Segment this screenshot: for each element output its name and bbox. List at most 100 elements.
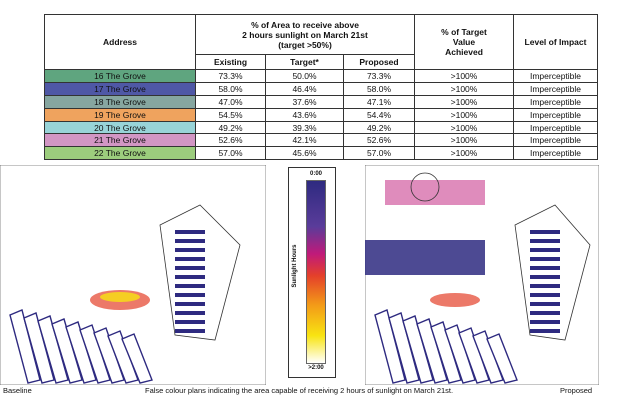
sunlight-legend: 0:00 Sunlight Hours >2:00 [288, 167, 336, 378]
table-row: 19 The Grove 54.5% 43.6% 54.4% >100% Impercep… [44, 107, 598, 122]
header-line: 2 hours sunlight on March 21st [242, 29, 368, 40]
impact-cell: Imperceptible [513, 81, 598, 96]
proposed-cell: 57.0% [343, 146, 415, 161]
proposed-cell: 73.3% [343, 69, 415, 83]
header-group: % of Area to receive above 2 hours sunlig… [195, 14, 415, 55]
proposed-cell: 49.2% [343, 120, 415, 135]
shadow-band [175, 257, 205, 261]
target-cell: 43.6% [265, 107, 344, 122]
building-footprint [121, 333, 153, 384]
pct-target-cell: >100% [414, 133, 514, 148]
caption-description: False colour plans indicating the area c… [145, 386, 454, 395]
shadow-band [530, 284, 560, 288]
legend-bottom-label: >2:00 [308, 365, 324, 371]
address-cell: 20 The Grove [44, 120, 196, 135]
impact-cell: Imperceptible [513, 120, 598, 135]
shadow-patch [365, 240, 485, 275]
header-pct-target: % of Target Value Achieved [414, 14, 514, 70]
header-line: % of Area to receive above [251, 19, 359, 30]
existing-cell: 73.3% [195, 69, 266, 83]
header-proposed: Proposed [343, 54, 415, 70]
legend-top-label: 0:00 [309, 171, 322, 177]
target-cell: 42.1% [265, 133, 344, 148]
shadow-band [530, 230, 560, 234]
building-footprint [416, 318, 448, 384]
target-cell: 50.0% [265, 69, 344, 83]
proposed-cell: 52.6% [343, 133, 415, 148]
existing-cell: 57.0% [195, 146, 266, 161]
caption-proposed: Proposed [560, 386, 593, 395]
pct-target-cell: >100% [414, 146, 514, 161]
shadow-band [530, 257, 560, 261]
shadow-patch [385, 180, 485, 205]
building-footprint [37, 315, 69, 384]
shadow-band [175, 311, 205, 315]
caption-baseline: Baseline [3, 386, 32, 395]
shadow-band [175, 230, 205, 234]
address-cell: 19 The Grove [44, 107, 196, 122]
header-line: Value [452, 37, 476, 47]
address-cell: 21 The Grove [44, 133, 196, 148]
shadow-patch [430, 293, 480, 307]
existing-cell: 54.5% [195, 107, 266, 122]
table-row: 21 The Grove 52.6% 42.1% 52.6% >100% Impercep… [44, 133, 598, 148]
shadow-band [530, 302, 560, 306]
shadow-band [530, 293, 560, 297]
header-existing: Existing [195, 54, 266, 70]
building-footprint [23, 312, 55, 384]
proposed-cell: 58.0% [343, 81, 415, 96]
target-cell: 45.6% [265, 146, 344, 161]
shadow-band [530, 266, 560, 270]
table-row: 18 The Grove 47.0% 37.6% 47.1% >100% Impercep… [44, 94, 598, 109]
shadow-band [175, 320, 205, 324]
baseline-sunlight-plan [0, 164, 267, 386]
building-footprint [410, 172, 440, 202]
existing-cell: 47.0% [195, 94, 266, 109]
building-footprint [444, 324, 476, 384]
shadow-band [530, 275, 560, 279]
shadow-band [530, 329, 560, 333]
legend-title: Sunlight Hours [292, 244, 298, 288]
building-footprint [79, 324, 111, 384]
table-row: 16 The Grove 73.3% 50.0% 73.3% >100% Impercep… [44, 69, 598, 83]
building-footprint [402, 315, 434, 384]
header-target: Target* [265, 54, 344, 70]
pct-target-cell: >100% [414, 120, 514, 135]
existing-cell: 58.0% [195, 81, 266, 96]
shadow-band [175, 302, 205, 306]
proposed-sunlight-plan [364, 164, 600, 386]
impact-cell: Imperceptible [513, 94, 598, 109]
pct-target-cell: >100% [414, 69, 514, 83]
impact-cell: Imperceptible [513, 146, 598, 161]
shadow-band [175, 248, 205, 252]
address-cell: 16 The Grove [44, 69, 196, 83]
existing-cell: 52.6% [195, 133, 266, 148]
table-row: 20 The Grove 49.2% 39.3% 49.2% >100% Impercep… [44, 120, 598, 135]
header-address: Address [44, 14, 196, 70]
pct-target-cell: >100% [414, 81, 514, 96]
sunlight-table: Address % of Area to receive above 2 hour… [44, 14, 598, 161]
shadow-band [175, 266, 205, 270]
shadow-band [530, 248, 560, 252]
building-footprint [458, 327, 490, 384]
building-footprint [388, 312, 420, 384]
target-cell: 39.3% [265, 120, 344, 135]
shadow-band [175, 293, 205, 297]
impact-cell: Imperceptible [513, 69, 598, 83]
building-footprint [107, 330, 139, 384]
proposed-cell: 54.4% [343, 107, 415, 122]
legend-color-bar [306, 180, 326, 364]
table-row: 22 The Grove 57.0% 45.6% 57.0% >100% Impercep… [44, 146, 598, 161]
table-row: 17 The Grove 58.0% 46.4% 58.0% >100% Impercep… [44, 81, 598, 96]
target-cell: 46.4% [265, 81, 344, 96]
shadow-band [530, 239, 560, 243]
shadow-band [175, 239, 205, 243]
building-footprint [430, 321, 462, 384]
header-line: % of Target [441, 27, 487, 37]
shadow-patch [100, 292, 140, 302]
building-footprint [93, 327, 125, 384]
address-cell: 18 The Grove [44, 94, 196, 109]
building-footprint [159, 204, 241, 341]
building-footprint [514, 204, 591, 341]
building-footprint [374, 309, 406, 384]
